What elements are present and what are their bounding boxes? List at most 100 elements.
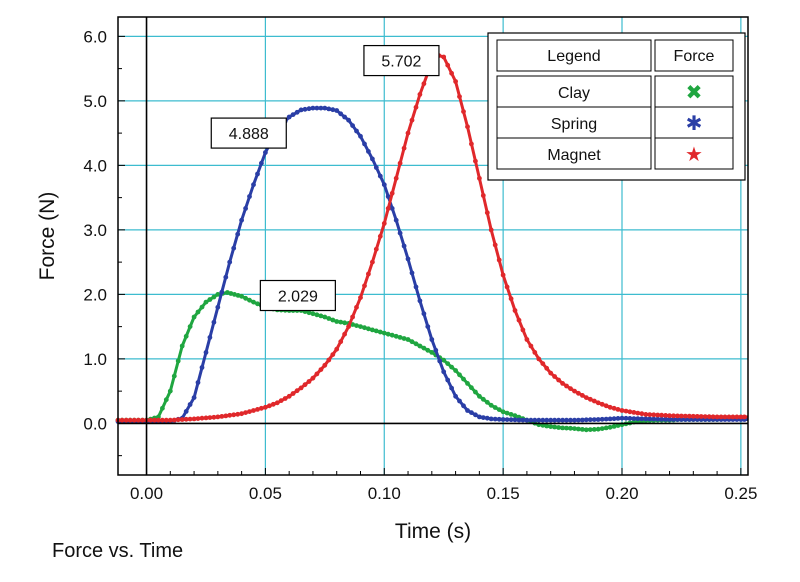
legend-label-magnet: Magnet: [547, 147, 601, 164]
data-point-clay: [417, 343, 423, 349]
data-point-magnet: [322, 362, 328, 368]
data-point-magnet: [742, 414, 747, 420]
data-point-magnet: [243, 410, 249, 415]
data-point-clay: [362, 325, 367, 331]
data-point-clay: [583, 427, 589, 433]
data-point-clay: [247, 297, 252, 303]
x-tick-label: 0.00: [130, 484, 163, 503]
data-point-spring: [389, 206, 395, 211]
data-point-magnet: [635, 410, 641, 416]
data-point-clay: [572, 426, 577, 431]
data-point-clay: [183, 333, 189, 339]
legend-row-magnet: Magnet ★: [496, 137, 734, 170]
data-point-clay: [488, 402, 494, 408]
data-point-spring: [453, 393, 458, 399]
data-point-clay: [167, 388, 173, 394]
data-point-magnet: [358, 295, 363, 300]
data-point-magnet: [611, 405, 617, 411]
data-point-spring: [611, 416, 617, 422]
data-point-magnet: [259, 405, 264, 411]
legend-marker-cell: [654, 75, 734, 108]
data-point-spring: [655, 416, 661, 422]
data-point-magnet: [215, 414, 221, 420]
data-point-magnet: [496, 257, 502, 263]
data-point-magnet: [706, 414, 712, 420]
data-point-magnet: [698, 414, 704, 419]
data-point-spring: [552, 417, 557, 423]
legend-name-cell: [496, 75, 652, 108]
data-point-spring: [235, 231, 241, 237]
callout-box: [210, 117, 287, 149]
data-point-clay: [591, 427, 597, 432]
data-point-magnet: [140, 417, 145, 423]
data-point-clay: [381, 330, 387, 336]
data-point-spring: [223, 274, 229, 280]
data-point-magnet: [528, 343, 534, 349]
data-point-magnet: [465, 124, 470, 130]
data-point-magnet: [330, 352, 336, 357]
legend-marker-spring-icon: ✱: [686, 111, 703, 135]
data-point-spring: [500, 417, 506, 422]
data-point-spring: [659, 416, 664, 422]
data-point-spring: [576, 417, 581, 423]
data-point-clay: [496, 407, 502, 412]
data-point-magnet: [568, 386, 573, 391]
data-point-magnet: [532, 350, 538, 355]
data-point-magnet: [219, 414, 225, 419]
x-tick-label: 0.05: [249, 484, 282, 503]
data-point-spring: [421, 311, 427, 317]
data-point-spring: [492, 416, 498, 422]
data-point-magnet: [298, 385, 304, 391]
data-point-spring: [354, 128, 359, 134]
data-point-clay: [156, 414, 161, 420]
data-point-magnet: [508, 296, 514, 302]
data-point-magnet: [477, 175, 482, 181]
data-point-magnet: [492, 242, 498, 248]
data-point-magnet: [441, 54, 447, 60]
data-point-spring: [457, 398, 462, 404]
data-point-spring: [607, 416, 613, 422]
data-point-spring: [595, 417, 601, 422]
data-point-magnet: [572, 388, 577, 394]
data-point-spring: [568, 417, 573, 423]
data-point-magnet: [556, 377, 561, 383]
data-point-magnet: [127, 417, 133, 423]
data-point-magnet: [282, 396, 288, 401]
data-point-magnet: [675, 413, 680, 419]
data-point-clay: [580, 427, 585, 432]
data-point-magnet: [607, 404, 613, 410]
data-point-magnet: [453, 79, 458, 84]
data-point-clay: [338, 319, 344, 325]
data-point-spring: [433, 347, 439, 353]
data-point-spring: [667, 417, 672, 422]
data-point-spring: [580, 417, 585, 423]
data-point-magnet: [714, 414, 720, 420]
data-point-magnet: [587, 396, 593, 402]
data-point-magnet: [643, 412, 649, 417]
data-point-magnet: [318, 367, 324, 372]
callout-4.888: 4.888: [210, 117, 287, 149]
data-point-magnet: [623, 408, 629, 414]
data-point-spring: [330, 107, 336, 113]
data-point-clay: [203, 299, 209, 305]
legend-name-cell: [496, 137, 652, 170]
data-point-magnet: [136, 417, 141, 423]
data-point-spring: [358, 133, 363, 139]
data-point-spring: [286, 114, 292, 120]
data-point-spring: [540, 417, 546, 423]
callout-5.702: 5.702: [363, 44, 440, 77]
data-point-spring: [484, 415, 490, 421]
data-point-spring: [564, 417, 569, 423]
data-point-clay: [385, 331, 391, 337]
data-point-clay: [413, 341, 419, 347]
data-point-clay: [465, 381, 470, 386]
x-axis-title: Time (s): [395, 520, 471, 543]
y-tick-label: 4.0: [83, 156, 107, 175]
data-point-spring: [405, 256, 411, 262]
data-point-clay: [508, 412, 514, 417]
data-point-spring: [627, 416, 633, 421]
data-point-spring: [445, 377, 451, 383]
data-point-magnet: [730, 414, 736, 420]
data-point-spring: [548, 417, 554, 423]
data-point-magnet: [480, 193, 486, 198]
